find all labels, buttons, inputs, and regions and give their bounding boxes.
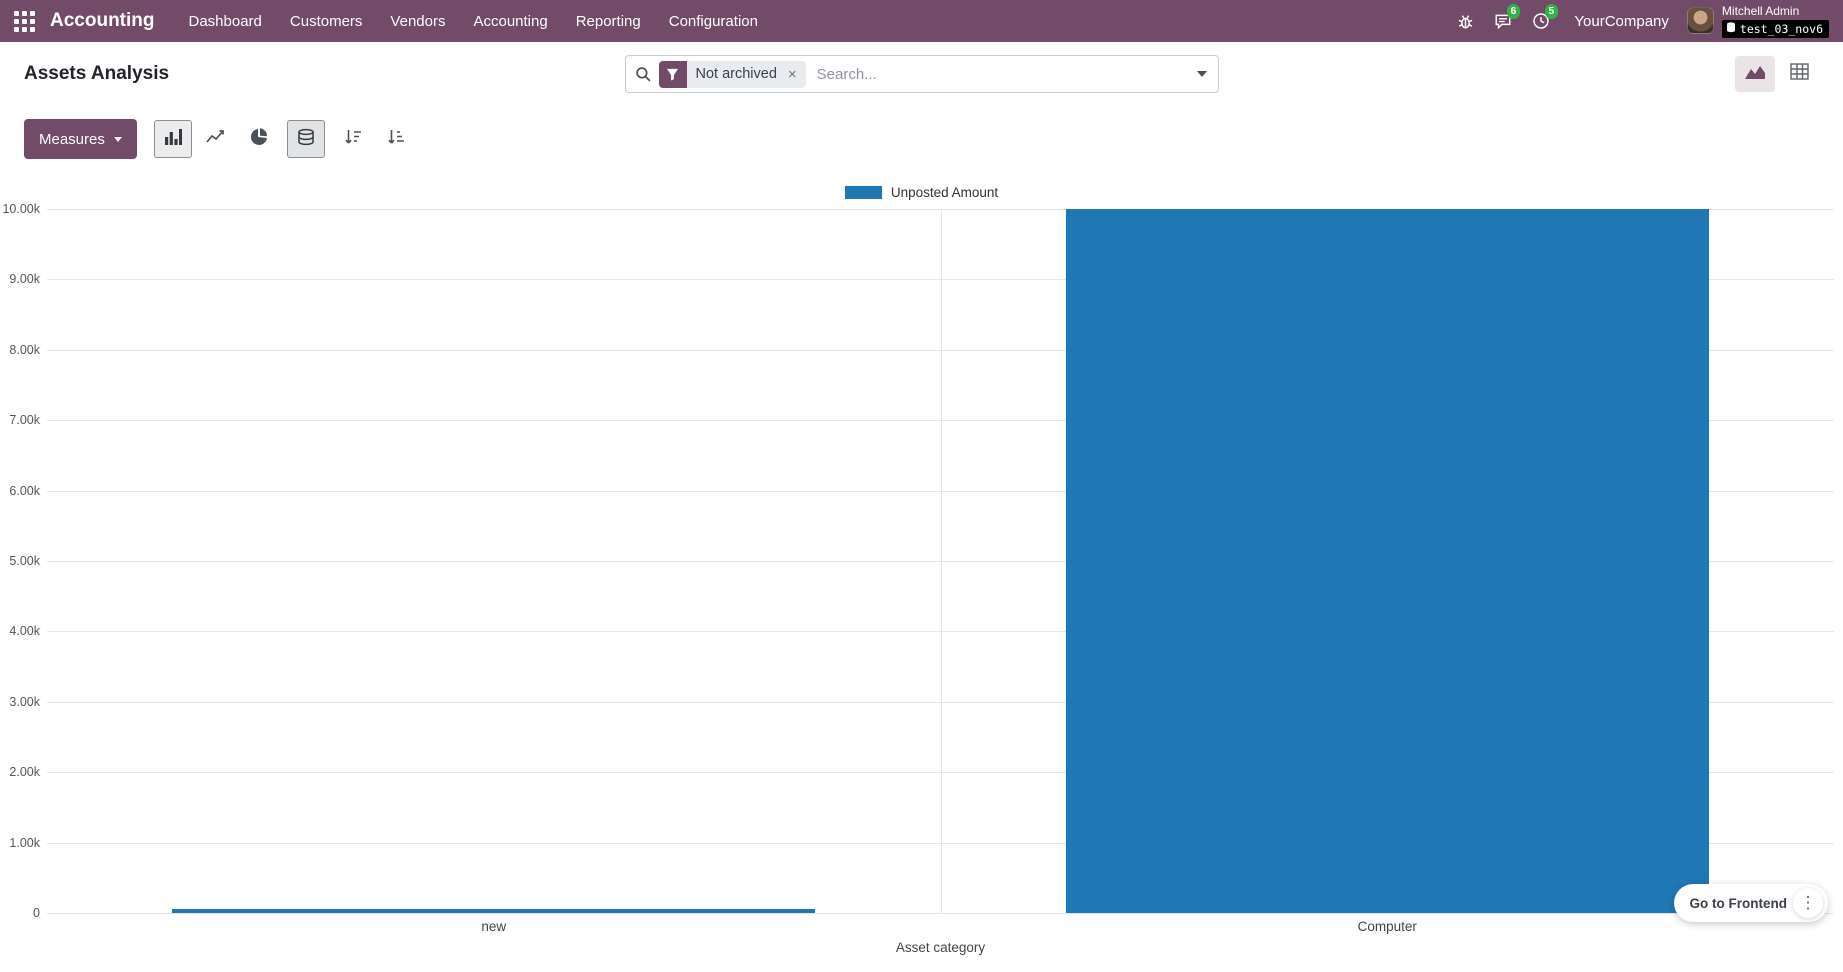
main-menu: Dashboard Customers Vendors Accounting R… — [175, 0, 772, 42]
menu-dashboard[interactable]: Dashboard — [188, 12, 262, 30]
measures-button[interactable]: Measures — [24, 119, 137, 159]
menu-accounting[interactable]: Accounting — [473, 12, 548, 30]
y-tick-label: 0 — [33, 906, 40, 920]
go-to-frontend-label: Go to Frontend — [1689, 895, 1787, 911]
filter-facet: Not archived × — [658, 60, 806, 88]
graph-view-button[interactable] — [1735, 56, 1775, 92]
apps-menu-button[interactable] — [4, 0, 44, 42]
search-icon — [635, 66, 652, 83]
page-title: Assets Analysis — [24, 63, 170, 84]
measures-label: Measures — [39, 130, 105, 148]
pie-chart-icon — [250, 127, 268, 151]
ellipsis-vertical-icon: ⋮ — [1799, 893, 1817, 912]
y-axis-labels: 0 1.00k 2.00k 3.00k 4.00k 5.00k 6.00k 7.00k 8.00… — [0, 202, 47, 920]
y-tick-label: 8.00k — [9, 342, 40, 357]
legend-marker — [844, 185, 882, 199]
clock-icon — [1532, 12, 1550, 30]
chart-plot — [47, 209, 1834, 914]
graph-view-icon — [1744, 63, 1766, 86]
bar-new[interactable] — [172, 909, 816, 913]
line-chart-button[interactable] — [197, 120, 235, 158]
more-options-button[interactable]: ⋮ — [1793, 888, 1823, 918]
messages-count-badge: 6 — [1506, 4, 1521, 19]
avatar — [1686, 7, 1714, 35]
menu-reporting[interactable]: Reporting — [575, 12, 641, 30]
filter-icon — [658, 60, 687, 88]
control-panel: Assets Analysis Not archived × Search... — [0, 42, 1843, 106]
sort-descending-button[interactable] — [377, 120, 415, 158]
user-menu[interactable]: Mitchell Admin test_03_nov6 — [1683, 1, 1833, 40]
h-gridline — [47, 913, 1834, 914]
y-tick-label: 4.00k — [9, 624, 40, 639]
filter-facet-remove-button[interactable]: × — [785, 60, 806, 88]
y-tick-label: 5.00k — [9, 554, 40, 568]
bar-chart-icon — [164, 128, 182, 151]
pivot-view-icon — [1789, 63, 1809, 85]
y-tick-label: 10.00k — [2, 202, 40, 216]
sort-ascending-button[interactable] — [334, 120, 372, 158]
pie-chart-button[interactable] — [240, 120, 278, 158]
user-block: Mitchell Admin test_03_nov6 — [1721, 4, 1829, 38]
menu-vendors[interactable]: Vendors — [390, 12, 446, 30]
filter-facet-label: Not archived — [686, 60, 786, 88]
y-tick-label: 3.00k — [9, 694, 40, 709]
bar-chart-button[interactable] — [153, 120, 192, 158]
bar-Computer[interactable] — [1065, 209, 1709, 913]
x-axis-labels: new Computer — [47, 919, 1834, 934]
user-name: Mitchell Admin — [1721, 4, 1800, 19]
search-dropdown-toggle[interactable] — [1185, 56, 1218, 92]
messages-button[interactable]: 6 — [1484, 0, 1522, 42]
activities-button[interactable]: 5 — [1522, 0, 1560, 42]
y-tick-label: 1.00k — [9, 835, 40, 850]
v-gridline — [940, 209, 942, 913]
view-switcher — [1735, 56, 1819, 92]
chart-legend[interactable]: Unposted Amount — [0, 183, 1843, 201]
company-switcher[interactable]: YourCompany — [1574, 12, 1669, 30]
line-chart-icon — [206, 128, 225, 150]
x-tick-label: new — [481, 919, 507, 934]
chevron-down-icon — [1196, 71, 1207, 77]
database-name: test_03_nov6 — [1739, 21, 1823, 36]
sort-descending-icon — [387, 128, 405, 151]
graph-toolbar: Measures — [0, 106, 1843, 171]
bug-icon — [1457, 13, 1474, 30]
caret-down-icon — [113, 136, 122, 142]
activities-count-badge: 5 — [1544, 4, 1559, 19]
chart-section: Unposted Amount 0 1.00k 2.00k 3.00k 4.00k 5.0… — [0, 183, 1843, 955]
topbar-right: 6 5 YourCompany Mitchell Admin — [1446, 0, 1833, 42]
sort-ascending-icon — [344, 128, 362, 151]
chart-body: 0 1.00k 2.00k 3.00k 4.00k 5.00k 6.00k 7.00k 8.00… — [0, 202, 1843, 920]
go-to-frontend-button[interactable]: Go to Frontend ⋮ — [1673, 884, 1828, 922]
menu-configuration[interactable]: Configuration — [668, 12, 758, 30]
app-name[interactable]: Accounting — [50, 10, 155, 31]
debug-button[interactable] — [1446, 0, 1484, 42]
apps-grid-icon — [13, 10, 35, 32]
search-input[interactable]: Search... — [816, 65, 877, 83]
x-axis-title: Asset category — [895, 940, 986, 955]
stacked-icon — [297, 128, 315, 151]
chart-type-group — [153, 120, 278, 158]
database-icon — [1726, 22, 1736, 36]
sort-group — [334, 120, 415, 158]
stacked-toggle-button[interactable] — [286, 120, 325, 158]
legend-label: Unposted Amount — [890, 184, 999, 200]
y-tick-label: 9.00k — [9, 272, 40, 287]
y-tick-label: 6.00k — [9, 483, 40, 498]
pivot-view-button[interactable] — [1779, 56, 1819, 92]
topbar: Accounting Dashboard Customers Vendors A… — [0, 0, 1843, 42]
stack-group — [286, 120, 325, 158]
menu-customers[interactable]: Customers — [289, 12, 363, 30]
y-tick-label: 7.00k — [9, 413, 40, 428]
database-badge: test_03_nov6 — [1721, 19, 1829, 38]
y-tick-label: 2.00k — [9, 765, 40, 780]
x-tick-label: Computer — [1357, 919, 1417, 934]
search-bar[interactable]: Not archived × Search... — [624, 55, 1219, 93]
